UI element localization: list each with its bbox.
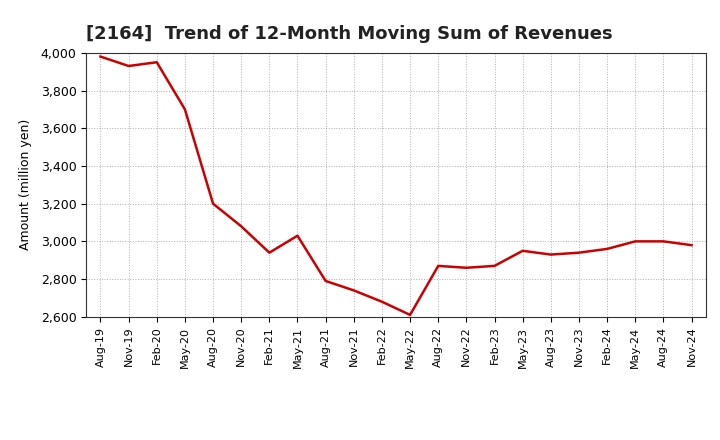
Y-axis label: Amount (million yen): Amount (million yen) (19, 119, 32, 250)
Text: [2164]  Trend of 12-Month Moving Sum of Revenues: [2164] Trend of 12-Month Moving Sum of R… (86, 25, 613, 43)
